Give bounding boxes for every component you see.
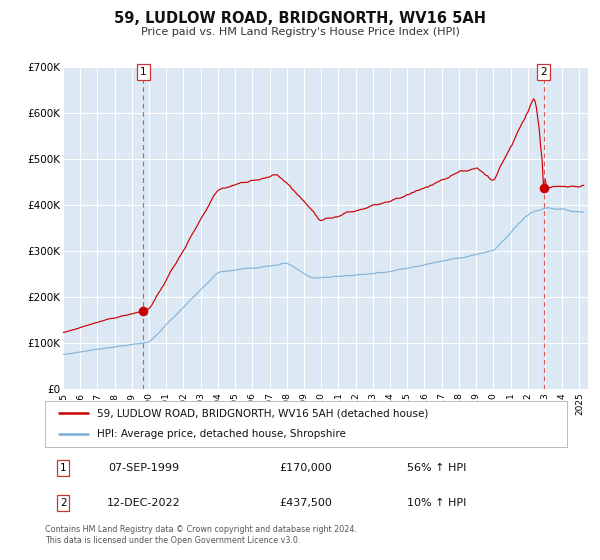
- Text: 59, LUDLOW ROAD, BRIDGNORTH, WV16 5AH: 59, LUDLOW ROAD, BRIDGNORTH, WV16 5AH: [114, 11, 486, 26]
- Text: 2: 2: [60, 498, 67, 508]
- Text: 10% ↑ HPI: 10% ↑ HPI: [407, 498, 466, 508]
- Text: Contains HM Land Registry data © Crown copyright and database right 2024.: Contains HM Land Registry data © Crown c…: [45, 525, 357, 534]
- Point: [139, 306, 148, 315]
- Text: 07-SEP-1999: 07-SEP-1999: [109, 463, 180, 473]
- Text: Price paid vs. HM Land Registry's House Price Index (HPI): Price paid vs. HM Land Registry's House …: [140, 27, 460, 37]
- Text: 59, LUDLOW ROAD, BRIDGNORTH, WV16 5AH (detached house): 59, LUDLOW ROAD, BRIDGNORTH, WV16 5AH (d…: [97, 408, 428, 418]
- Text: This data is licensed under the Open Government Licence v3.0.: This data is licensed under the Open Gov…: [45, 536, 301, 545]
- Text: 12-DEC-2022: 12-DEC-2022: [107, 498, 181, 508]
- Text: 2: 2: [540, 67, 547, 77]
- Text: 56% ↑ HPI: 56% ↑ HPI: [407, 463, 466, 473]
- Text: 1: 1: [60, 463, 67, 473]
- Text: £170,000: £170,000: [280, 463, 332, 473]
- Point: [539, 184, 548, 193]
- Text: HPI: Average price, detached house, Shropshire: HPI: Average price, detached house, Shro…: [97, 430, 346, 440]
- Text: £437,500: £437,500: [280, 498, 332, 508]
- Text: 1: 1: [140, 67, 146, 77]
